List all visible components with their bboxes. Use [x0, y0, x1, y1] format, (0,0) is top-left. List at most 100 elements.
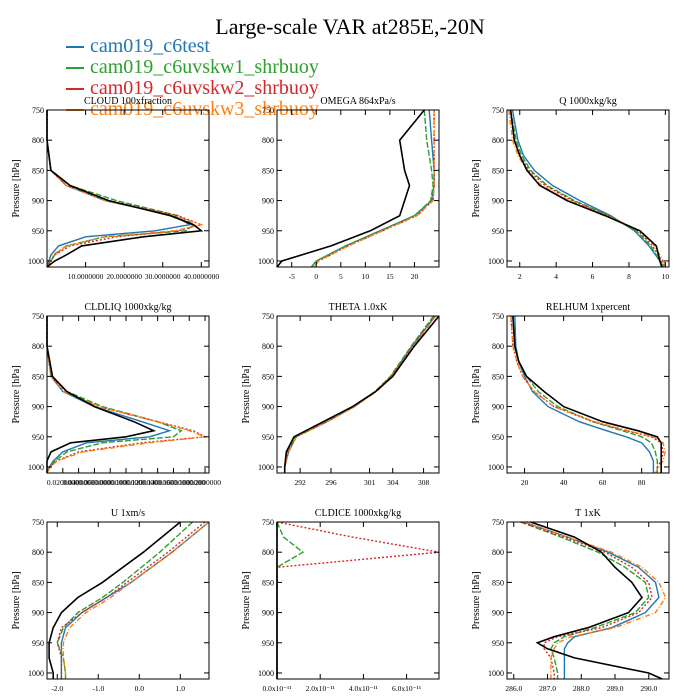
- x-tick-label: 301: [364, 478, 376, 487]
- x-tick-label: 6.0x10⁻¹¹: [392, 684, 421, 693]
- y-axis-label: Pressure [hPa]: [11, 159, 22, 217]
- plot-frame: [276, 315, 440, 474]
- x-tick-label: 0.1200000: [126, 478, 158, 487]
- x-tick-label: 8: [627, 272, 631, 281]
- y-tick-label: 850: [32, 578, 44, 587]
- subplot-title: CLDICE 1000xkg/kg: [315, 508, 401, 519]
- y-tick-label: 1000: [28, 257, 44, 266]
- legend-label: cam019_c6uvskw2_shrbuoy: [90, 77, 319, 99]
- x-tick-label: 6: [591, 272, 595, 281]
- y-tick-label: 950: [32, 433, 44, 442]
- plot-frame: [46, 315, 210, 474]
- y-tick-label: 750: [32, 518, 44, 527]
- series-line: [46, 110, 204, 268]
- series-line: [509, 109, 665, 268]
- series-line: [511, 109, 665, 268]
- y-tick-label: 1000: [488, 669, 504, 678]
- subplot: 750 800 850 900 950 1000 2 4 6 8 10 Q 1000xkg/kg Pre…: [471, 96, 670, 281]
- series-line: [60, 521, 210, 679]
- subplot: 750 800 850 900 950 1000 -2.0 -1.0 0.0 1.0 U 1xm/s…: [11, 508, 210, 693]
- y-axis-label: Pressure [hPa]: [471, 365, 482, 423]
- y-tick-label: 850: [32, 166, 44, 175]
- subplot-title: Q 1000xkg/kg: [559, 96, 617, 107]
- legend-item: cam019_c6uvskw2_shrbuoy: [66, 78, 319, 99]
- series-line: [46, 110, 204, 268]
- x-tick-label: 2.0x10⁻¹¹: [306, 684, 335, 693]
- figure-title: Large-scale VAR at285E,-20N: [215, 14, 485, 39]
- series-line: [276, 521, 440, 679]
- legend-label: cam019_c6uvskw1_shrbuoy: [90, 56, 319, 78]
- x-tick-label: 0.0400000: [63, 478, 95, 487]
- series-line: [46, 110, 192, 268]
- x-tick-label: 304: [387, 478, 399, 487]
- x-tick-label: 296: [325, 478, 337, 487]
- x-tick-label: 10: [662, 272, 670, 281]
- y-tick-label: 900: [492, 609, 504, 618]
- y-axis-label: Pressure [hPa]: [11, 571, 22, 629]
- x-tick-label: 40.0000000: [183, 272, 219, 281]
- x-tick-label: 80: [638, 478, 646, 487]
- y-tick-label: 800: [262, 548, 274, 557]
- y-tick-label: 850: [492, 372, 504, 381]
- x-tick-label: 1.0: [176, 684, 186, 693]
- x-tick-label: 287.0: [539, 684, 556, 693]
- y-tick-label: 900: [32, 609, 44, 618]
- subplot: 750 800 850 900 950 1000 0.0x10⁻¹¹ 2.0x10⁻¹¹ 4.0…: [241, 508, 440, 693]
- y-tick-label: 900: [262, 403, 274, 412]
- x-tick-label: 0.1600000: [158, 478, 190, 487]
- subplot-title: RELHUM 1xpercent: [546, 302, 630, 313]
- series-line: [520, 521, 650, 679]
- series-line: [284, 315, 435, 473]
- plot-frame: [506, 315, 670, 474]
- plot-frame: [276, 109, 440, 268]
- legend-label: cam019_c6test: [90, 35, 210, 57]
- subplot: 750 800 850 900 950 10000.02000000.04000000.0…: [11, 302, 221, 487]
- y-tick-label: 800: [32, 342, 44, 351]
- y-tick-label: 1000: [28, 463, 44, 472]
- y-tick-label: 850: [262, 166, 274, 175]
- series-line: [284, 315, 436, 473]
- series-line: [62, 521, 210, 679]
- series-line: [48, 521, 181, 679]
- y-tick-label: 750: [262, 106, 274, 115]
- x-tick-label: 288.0: [573, 684, 590, 693]
- y-tick-label: 1000: [28, 669, 44, 678]
- y-tick-label: 750: [492, 312, 504, 321]
- y-tick-label: 950: [262, 433, 274, 442]
- x-tick-label: 0.0200000: [47, 478, 79, 487]
- y-tick-label: 950: [262, 639, 274, 648]
- legend-item: cam019_c6uvskw1_shrbuoy: [66, 57, 319, 78]
- series-line: [276, 521, 305, 679]
- subplot: 750 800 850 900 950 1000 292 296 301 304 308 THETA …: [241, 302, 440, 487]
- x-tick-label: 0.0: [135, 684, 145, 693]
- x-tick-label: 30.0000000: [145, 272, 181, 281]
- plot-frame: [46, 521, 210, 680]
- subplot-title: U 1xm/s: [111, 508, 145, 519]
- series-line: [510, 315, 664, 473]
- x-tick-label: 4: [554, 272, 558, 281]
- x-tick-label: 20: [521, 478, 529, 487]
- series-line: [508, 109, 667, 268]
- x-tick-label: 4.0x10⁻¹¹: [349, 684, 378, 693]
- series-line: [46, 316, 183, 474]
- y-tick-label: 1000: [258, 257, 274, 266]
- y-tick-label: 1000: [258, 463, 274, 472]
- y-tick-label: 750: [32, 106, 44, 115]
- y-tick-label: 750: [492, 518, 504, 527]
- series-line: [313, 110, 435, 268]
- series-line: [284, 315, 436, 473]
- series-line: [46, 316, 172, 474]
- y-tick-label: 750: [262, 312, 274, 321]
- subplot-title: CLOUD 100xfraction: [84, 96, 172, 107]
- series-line: [284, 315, 437, 473]
- x-tick-label: 40: [560, 478, 568, 487]
- series-line: [46, 110, 204, 268]
- x-tick-label: 2: [518, 272, 522, 281]
- subplot-title: THETA 1.0xK: [329, 302, 388, 313]
- y-axis-label: Pressure [hPa]: [241, 365, 252, 423]
- y-tick-label: 950: [492, 227, 504, 236]
- series-line: [520, 521, 653, 679]
- plot-frame: [506, 109, 670, 268]
- y-tick-label: 1000: [488, 257, 504, 266]
